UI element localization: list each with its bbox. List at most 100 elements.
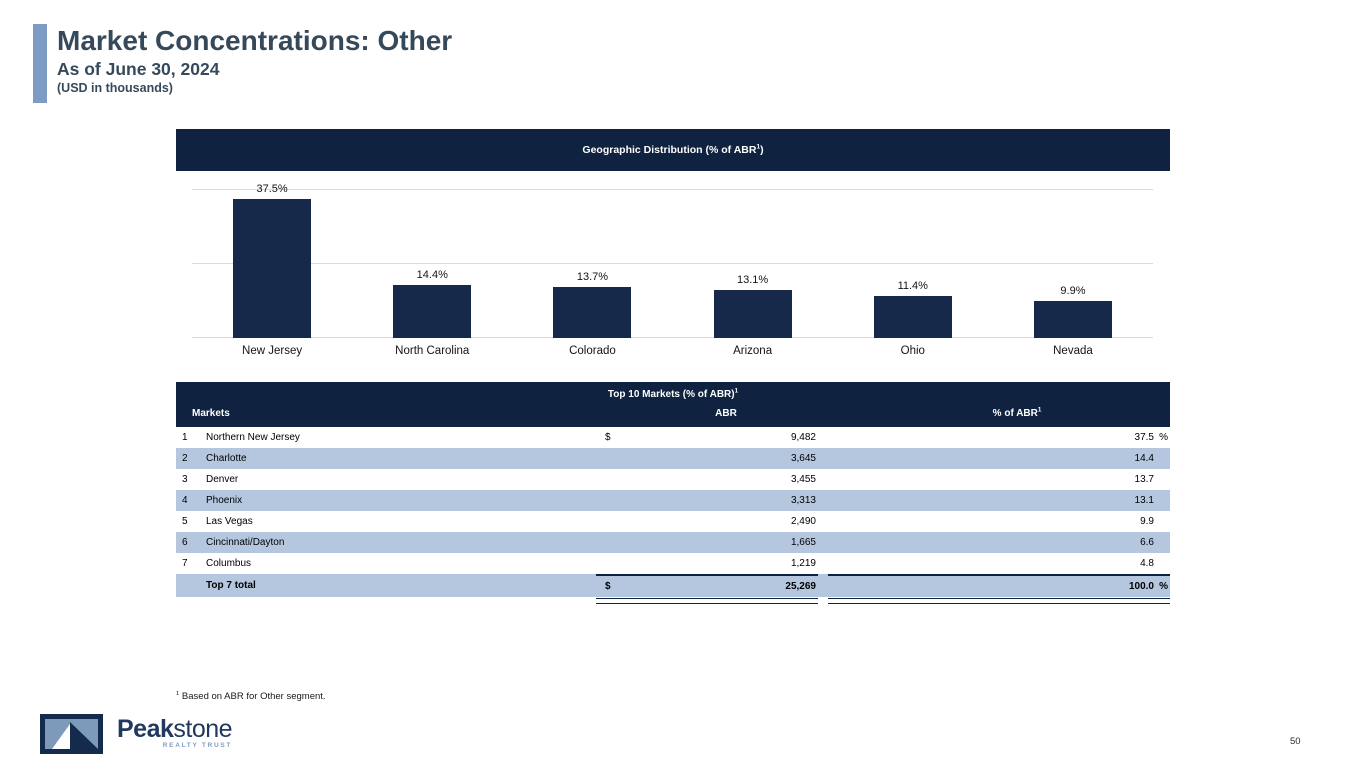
cell-market: Northern New Jersey <box>206 432 300 443</box>
table-header: Top 10 Markets (% of ABR)1 Markets ABR %… <box>176 382 1170 427</box>
table-row: 7 Columbus 1,219 4.8 <box>176 553 1170 574</box>
cell-currency: $ <box>605 432 611 443</box>
bar-value-label: 37.5% <box>256 183 288 196</box>
cell-abr: $ 9,482 <box>596 427 818 448</box>
title-accent-bar <box>33 24 47 103</box>
chart-bars: 37.5% 14.4% 13.7% 13.1% 11.4% 9.9% <box>192 172 1153 338</box>
bar-slot: 37.5% <box>192 172 352 338</box>
bar-slot: 13.7% <box>512 172 672 338</box>
top-markets-table: Top 10 Markets (% of ABR)1 Markets ABR %… <box>176 382 1170 604</box>
table-title-footnote-marker: 1 <box>734 387 739 395</box>
footnote: 1 Based on ABR for Other segment. <box>176 691 326 702</box>
cell-pct-value: 13.1 <box>1134 495 1154 506</box>
cell-rank: 7 <box>182 558 188 569</box>
page-number: 50 <box>1290 736 1301 747</box>
cell-abr-value: 9,482 <box>790 432 816 443</box>
cell-market: Columbus <box>206 558 252 569</box>
bar-slot: 14.4% <box>352 172 512 338</box>
cell-abr: 2,490 <box>596 511 818 532</box>
cell-pct-value: 100.0 <box>1128 581 1154 592</box>
cell-pct-unit: % <box>1159 581 1168 592</box>
title-block: Market Concentrations: Other As of June … <box>57 25 453 96</box>
cell-pct: 9.9 <box>828 511 1170 532</box>
cell-pct: 13.7 <box>828 469 1170 490</box>
unit-note: (USD in thousands) <box>57 81 173 95</box>
cell-currency: $ <box>605 581 611 592</box>
cell-pct-value: 13.7 <box>1134 474 1154 485</box>
bar-slot: 9.9% <box>993 172 1153 338</box>
total-label: Top 7 total <box>206 580 256 591</box>
logo-text: Peakstone REALTY TRUST <box>117 714 233 749</box>
cell-pct-value: 37.5 <box>1134 432 1154 443</box>
table-title: Top 10 Markets (% of ABR)1 <box>607 387 739 400</box>
bar-value-label: 11.4% <box>897 279 928 292</box>
gridline <box>192 189 1153 190</box>
cell-market: Cincinnati/Dayton <box>206 537 285 548</box>
cell-abr-value: 1,219 <box>790 558 816 569</box>
page-subtitle: As of June 30, 2024 <box>57 59 220 79</box>
cell-abr-value: 25,269 <box>785 581 816 592</box>
chart-title: Geographic Distribution (% of ABR1) <box>582 143 764 156</box>
bar <box>1033 301 1112 338</box>
pct-header-footnote-marker: 1 <box>1037 406 1042 414</box>
cell-pct: 100.0 % <box>828 574 1170 597</box>
table-rows: 1 Northern New Jersey $ 9,482 37.5 % 2 C… <box>176 427 1170 574</box>
bar-value-label: 9.9% <box>1060 285 1086 298</box>
bar <box>233 199 312 338</box>
chart-plot-area: 37.5% 14.4% 13.7% 13.1% 11.4% 9.9% <box>192 172 1153 338</box>
cell-rank: 3 <box>182 474 188 485</box>
column-header-pct: % of ABR1 <box>992 406 1042 419</box>
cell-pct-value: 9.9 <box>1140 516 1154 527</box>
cell-rank: 5 <box>182 516 188 527</box>
spacer <box>176 408 192 420</box>
bar <box>553 287 632 338</box>
brand-name: Peakstone <box>117 715 233 743</box>
footnote-text: Based on ABR for Other segment. <box>181 691 326 702</box>
cell-abr: 3,645 <box>596 448 818 469</box>
table-row: 3 Denver 3,455 13.7 <box>176 469 1170 490</box>
peakstone-logo-icon <box>40 714 103 754</box>
gridline-baseline <box>192 337 1153 338</box>
x-axis-label: New Jersey <box>242 345 303 357</box>
bar-value-label: 14.4% <box>416 268 448 281</box>
table-column-headers: Markets ABR % of ABR1 <box>176 407 1170 420</box>
cell-abr-value: 3,645 <box>790 453 816 464</box>
cell-pct: 4.8 <box>828 553 1170 574</box>
x-axis-label: Ohio <box>900 345 925 357</box>
cell-abr: 1,665 <box>596 532 818 553</box>
page-title: Market Concentrations: Other <box>57 25 453 56</box>
cell-abr: 3,455 <box>596 469 818 490</box>
bar-slot: 11.4% <box>833 172 993 338</box>
x-axis-label: Arizona <box>733 345 773 357</box>
cell-abr-value: 1,665 <box>790 537 816 548</box>
cell-market: Denver <box>206 474 239 485</box>
table-total-row: Top 7 total $ 25,269 100.0 % <box>176 574 1170 597</box>
cell-rank: 4 <box>182 495 188 506</box>
cell-pct: 37.5 % <box>828 427 1170 448</box>
cell-rank: 1 <box>182 432 188 443</box>
cell-abr-value: 3,313 <box>790 495 816 506</box>
cell-market: Charlotte <box>206 453 247 464</box>
cell-abr-value: 3,455 <box>790 474 816 485</box>
cell-pct: 6.6 <box>828 532 1170 553</box>
cell-pct-unit: % <box>1159 432 1168 443</box>
cell-rank: 2 <box>182 453 188 464</box>
column-header-markets: Markets <box>192 408 230 419</box>
double-rule-pct <box>828 598 1170 604</box>
geographic-distribution-chart: Geographic Distribution (% of ABR1) 37.5… <box>176 129 1170 357</box>
chart-title-footnote-marker: 1 <box>756 143 761 151</box>
bar <box>713 289 792 338</box>
cell-market: Phoenix <box>206 495 243 506</box>
cell-pct-value: 4.8 <box>1140 558 1154 569</box>
cell-pct: 14.4 <box>828 448 1170 469</box>
table-row: 6 Cincinnati/Dayton 1,665 6.6 <box>176 532 1170 553</box>
total-double-rule <box>176 597 1170 604</box>
peakstone-logo: Peakstone REALTY TRUST <box>40 714 233 754</box>
column-header-abr: ABR <box>715 408 737 419</box>
chart-xlabels: New Jersey North Carolina Colorado Arizo… <box>192 345 1153 357</box>
cell-pct: 13.1 <box>828 490 1170 511</box>
table-row: 2 Charlotte 3,645 14.4 <box>176 448 1170 469</box>
table-row: 5 Las Vegas 2,490 9.9 <box>176 511 1170 532</box>
cell-abr-value: 2,490 <box>790 516 816 527</box>
